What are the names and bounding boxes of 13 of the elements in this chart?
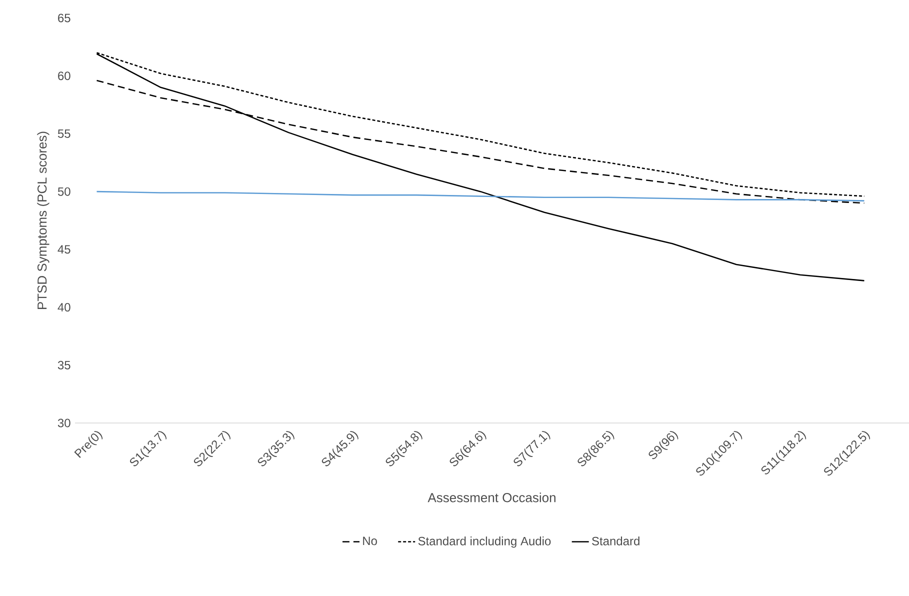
legend-label: Standard bbox=[592, 536, 640, 546]
y-tick-label: 50 bbox=[58, 187, 70, 196]
y-axis-title: PTSD Symptoms (PCL scores) bbox=[37, 132, 50, 310]
y-tick-label: 65 bbox=[58, 14, 70, 22]
y-tick-label: 30 bbox=[58, 418, 70, 428]
y-tick-label: 55 bbox=[58, 130, 70, 138]
y-tick-label: 35 bbox=[58, 360, 70, 370]
legend-label: Standard including Audio bbox=[418, 536, 551, 548]
x-axis-title: Assessment Occasion bbox=[428, 492, 556, 502]
legend-label: No bbox=[363, 536, 377, 546]
y-tick-label: 40 bbox=[58, 303, 70, 312]
y-tick-label: 45 bbox=[58, 245, 70, 254]
y-tick-label: 60 bbox=[58, 72, 70, 80]
